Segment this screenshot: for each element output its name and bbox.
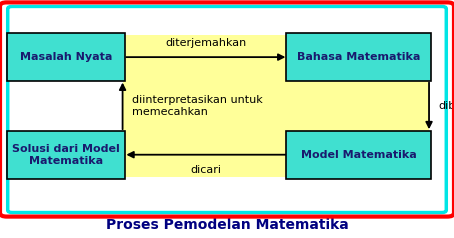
Text: Masalah Nyata: Masalah Nyata xyxy=(20,52,112,62)
Text: Model Matematika: Model Matematika xyxy=(301,150,416,160)
Text: Bahasa Matematika: Bahasa Matematika xyxy=(297,52,420,62)
FancyBboxPatch shape xyxy=(286,33,431,81)
Text: Proses Pemodelan Matematika: Proses Pemodelan Matematika xyxy=(106,218,348,232)
Text: diinterpretasikan untuk
memecahkan: diinterpretasikan untuk memecahkan xyxy=(132,95,262,117)
Text: dicari: dicari xyxy=(190,165,221,175)
FancyBboxPatch shape xyxy=(8,6,446,213)
Text: Solusi dari Model
Matematika: Solusi dari Model Matematika xyxy=(12,144,120,166)
Bar xyxy=(123,35,429,177)
FancyBboxPatch shape xyxy=(7,33,125,81)
Text: diterjemahkan: diterjemahkan xyxy=(165,38,246,48)
FancyBboxPatch shape xyxy=(286,131,431,178)
Text: dibuat: dibuat xyxy=(438,101,454,111)
FancyBboxPatch shape xyxy=(7,131,125,178)
